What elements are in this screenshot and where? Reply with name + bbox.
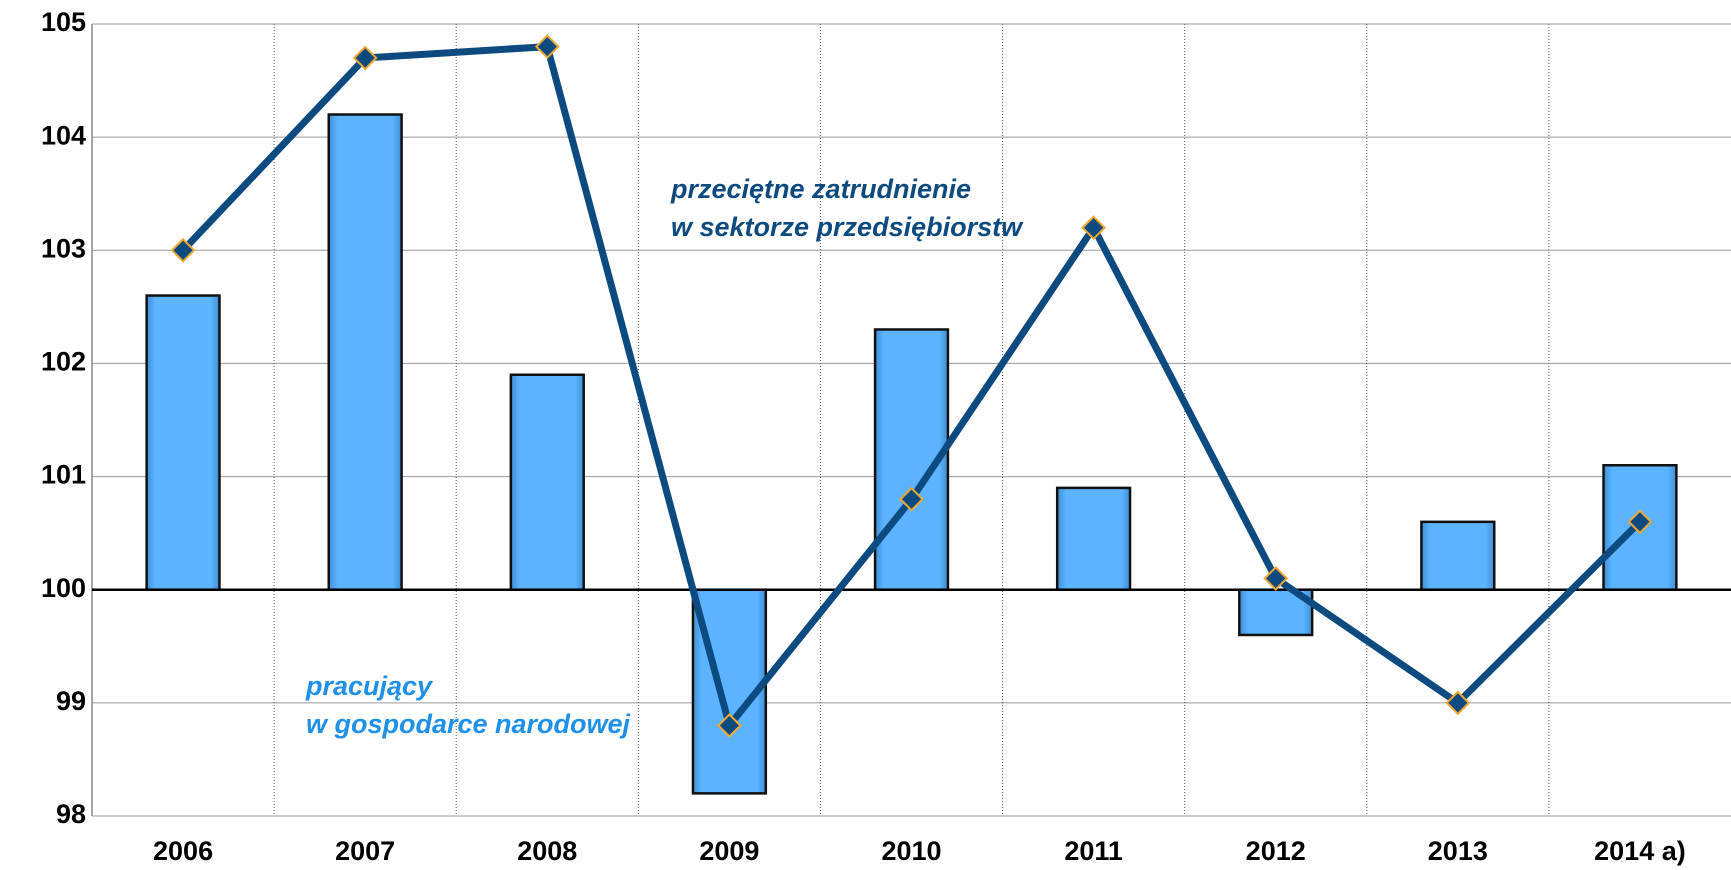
y-tick-label: 101 bbox=[41, 460, 86, 490]
series-label: przeciętne zatrudnienie w sektorze przeds… bbox=[670, 174, 1024, 242]
series-label-line: w sektorze przedsiębiorstw bbox=[671, 212, 1024, 242]
bar bbox=[1420, 520, 1496, 591]
y-tick-label: 100 bbox=[41, 573, 86, 603]
y-tick-label: 103 bbox=[41, 233, 86, 263]
x-tick-label: 2010 bbox=[881, 836, 941, 866]
marker bbox=[899, 486, 924, 512]
x-tick-label: 2012 bbox=[1246, 836, 1306, 866]
x-tick-label: 2008 bbox=[517, 836, 577, 866]
y-tick-label: 104 bbox=[41, 120, 86, 150]
marker bbox=[1445, 690, 1471, 716]
y-tick-label: 105 bbox=[41, 7, 86, 37]
bar bbox=[509, 373, 585, 591]
marker bbox=[1627, 509, 1653, 535]
series-label-line: w gospodarce narodowej bbox=[306, 709, 631, 739]
series-label-line: przeciętne zatrudnienie bbox=[670, 174, 971, 204]
x-tick-label: 2013 bbox=[1428, 836, 1488, 866]
x-tick-label: 2014 a) bbox=[1594, 836, 1686, 866]
marker bbox=[1263, 565, 1289, 591]
y-tick-label: 99 bbox=[56, 686, 86, 716]
x-tick-label: 2011 bbox=[1064, 836, 1123, 866]
marker bbox=[170, 237, 196, 263]
y-tick-label: 98 bbox=[56, 799, 86, 829]
y-tick-label: 102 bbox=[41, 347, 86, 377]
marker bbox=[534, 34, 560, 60]
marker bbox=[352, 45, 378, 71]
x-tick-label: 2006 bbox=[153, 836, 213, 866]
bar bbox=[1055, 486, 1132, 591]
marker bbox=[1081, 215, 1107, 241]
series-label-line: pracujący bbox=[305, 671, 434, 701]
series-label: pracujący w gospodarce narodowej bbox=[305, 671, 631, 739]
bar bbox=[327, 113, 403, 591]
bar bbox=[145, 294, 221, 591]
x-tick-label: 2007 bbox=[335, 836, 395, 866]
marker bbox=[716, 713, 742, 738]
x-tick-label: 2009 bbox=[699, 836, 759, 866]
